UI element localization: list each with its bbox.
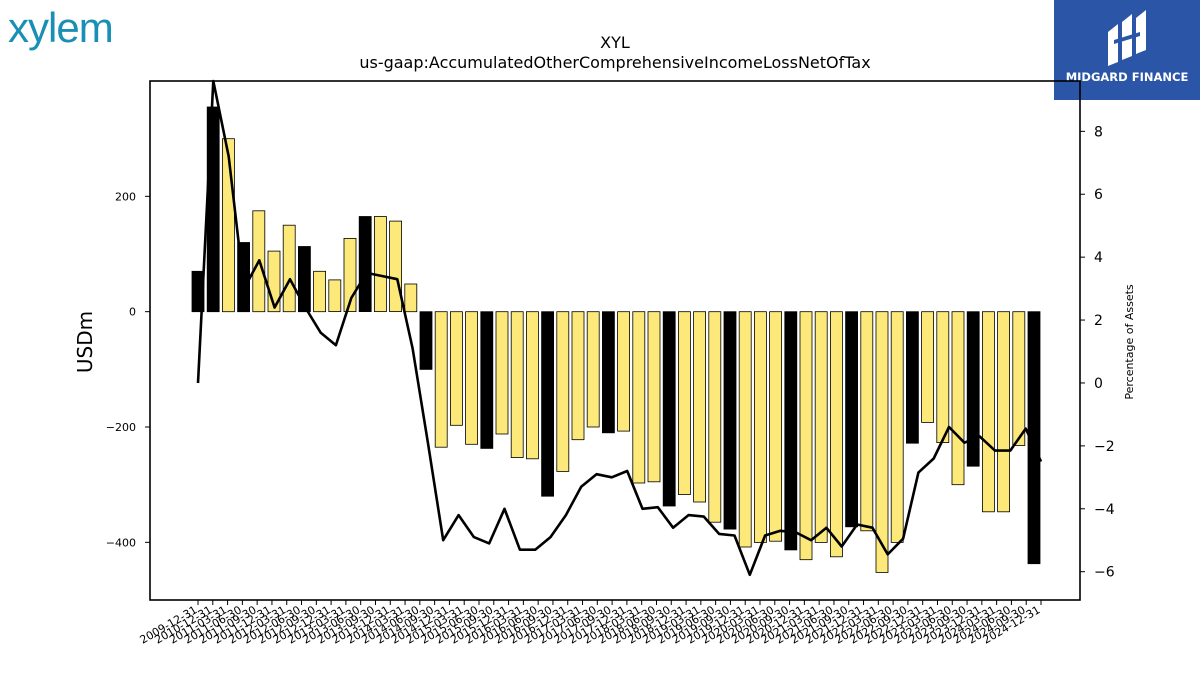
bar: [602, 311, 615, 434]
bar: [997, 311, 1010, 513]
bar: [389, 220, 403, 313]
y-tick-label: −200: [106, 421, 136, 434]
bar: [906, 311, 919, 444]
y2-tick-label: 8: [1094, 124, 1103, 140]
bar: [845, 311, 858, 528]
series-line: [196, 79, 1043, 577]
bar: [936, 311, 950, 444]
y2-tick-label: 2: [1094, 313, 1103, 329]
bar: [586, 311, 600, 428]
bar: [693, 311, 706, 503]
bars-layer: [191, 106, 1041, 573]
xylem-logo: xylem: [8, 4, 114, 51]
y2-tick-label: −4: [1094, 502, 1115, 518]
bar: [830, 311, 843, 558]
y2-tick-label: 6: [1094, 187, 1103, 203]
bar: [632, 311, 646, 484]
bar: [313, 270, 327, 313]
bar: [814, 311, 828, 543]
bar: [206, 106, 220, 313]
bar: [860, 311, 874, 532]
y-tick-label: 200: [115, 190, 136, 203]
y2-tick-label: 4: [1094, 250, 1103, 266]
bar: [784, 311, 798, 551]
y-tick-label: −400: [106, 536, 136, 549]
bar: [769, 311, 782, 542]
bar: [799, 311, 813, 561]
bar: [297, 246, 311, 313]
bar: [617, 311, 630, 432]
bar: [890, 311, 904, 543]
bar: [982, 311, 995, 513]
bar: [404, 283, 418, 313]
bar: [328, 279, 342, 312]
bar: [723, 311, 737, 530]
y2-axis-label: Percentage of Assets: [1123, 284, 1136, 400]
right-axis: −6 −4 −2 0 2 4 6 8: [1080, 124, 1115, 581]
bar: [647, 311, 661, 483]
bar: [738, 311, 752, 548]
bar: [921, 311, 934, 423]
midgard-logo-icon: [1108, 10, 1146, 66]
bar: [449, 311, 463, 426]
bar: [434, 311, 448, 448]
bar: [465, 311, 479, 445]
y-tick-label: 0: [129, 306, 136, 319]
bar: [966, 311, 980, 467]
bar: [754, 311, 767, 543]
bar: [1027, 311, 1041, 565]
bar: [419, 311, 433, 370]
y-axis-label: USDm: [73, 311, 97, 373]
bar: [1012, 311, 1026, 446]
bar: [495, 311, 509, 435]
bar: [510, 311, 524, 459]
bar: [875, 311, 889, 573]
chart-title: XYL: [600, 33, 630, 52]
bar: [708, 311, 722, 523]
line-layer: [196, 79, 1043, 577]
y2-tick-label: −2: [1094, 439, 1115, 455]
y2-tick-label: −6: [1094, 565, 1115, 581]
bar: [282, 224, 296, 313]
midgard-finance-logo: MIDGARD FINANCE: [1054, 0, 1200, 100]
x-axis: 2009-12-312010-12-312011-03-312011-06-30…: [138, 600, 1043, 647]
bar: [526, 311, 539, 460]
bar: [556, 311, 570, 472]
plot-frame: [149, 80, 1081, 601]
bar: [541, 311, 554, 497]
chart-subtitle: us-gaap:AccumulatedOtherComprehensiveInc…: [359, 53, 870, 72]
left-axis: −400 −200 0 200: [106, 190, 150, 549]
bar: [373, 216, 387, 312]
bar: [678, 311, 691, 495]
bar: [951, 311, 965, 486]
bar: [358, 216, 372, 312]
bar: [662, 311, 676, 507]
y2-tick-label: 0: [1094, 376, 1103, 392]
midgard-logo-text: MIDGARD FINANCE: [1065, 70, 1189, 84]
bar: [571, 311, 585, 441]
bar: [480, 311, 494, 449]
